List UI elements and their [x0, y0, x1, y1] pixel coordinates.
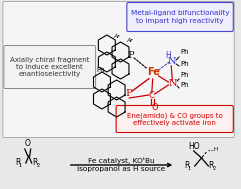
Text: Ene(amido) & CO groups to
effectively activate iron: Ene(amido) & CO groups to effectively ac… [127, 112, 223, 126]
FancyBboxPatch shape [3, 2, 234, 138]
Text: 2: 2 [37, 163, 40, 168]
FancyBboxPatch shape [127, 2, 233, 32]
Text: Ar: Ar [114, 34, 120, 39]
Text: Ph: Ph [180, 61, 189, 67]
Text: Fe catalyst, KOᵗBu: Fe catalyst, KOᵗBu [88, 156, 155, 163]
Text: R: R [208, 161, 214, 170]
Text: Fe: Fe [147, 67, 160, 77]
Text: P: P [127, 51, 134, 60]
Text: Axially chiral fragment
to induce excellent
enantioselectivity: Axially chiral fragment to induce excell… [10, 57, 89, 77]
Text: P: P [125, 88, 132, 98]
Text: O: O [25, 139, 31, 148]
Text: N: N [169, 80, 177, 88]
Text: Ph: Ph [180, 72, 189, 78]
Text: isopropanol as H source: isopropanol as H source [77, 166, 166, 172]
Text: C: C [149, 91, 155, 101]
Text: 1: 1 [188, 166, 191, 171]
FancyBboxPatch shape [116, 105, 233, 132]
Text: R: R [15, 158, 20, 167]
Text: H: H [165, 51, 171, 60]
FancyBboxPatch shape [4, 46, 96, 88]
Text: N: N [168, 57, 176, 67]
Text: Ph: Ph [180, 49, 189, 55]
Text: R: R [184, 161, 189, 170]
Text: Metal-ligand bifunctionality
to impart high reactivity: Metal-ligand bifunctionality to impart h… [131, 11, 229, 23]
Text: Ph: Ph [180, 82, 189, 88]
Circle shape [147, 65, 161, 79]
Text: 1: 1 [19, 163, 22, 168]
Text: 2: 2 [212, 166, 215, 171]
Text: HO: HO [188, 142, 200, 151]
Text: Ar: Ar [126, 38, 133, 43]
Text: Ph: Ph [96, 67, 105, 73]
Text: ,,,,H: ,,,,H [208, 147, 219, 152]
Text: R: R [33, 158, 38, 167]
Text: O: O [151, 104, 158, 112]
